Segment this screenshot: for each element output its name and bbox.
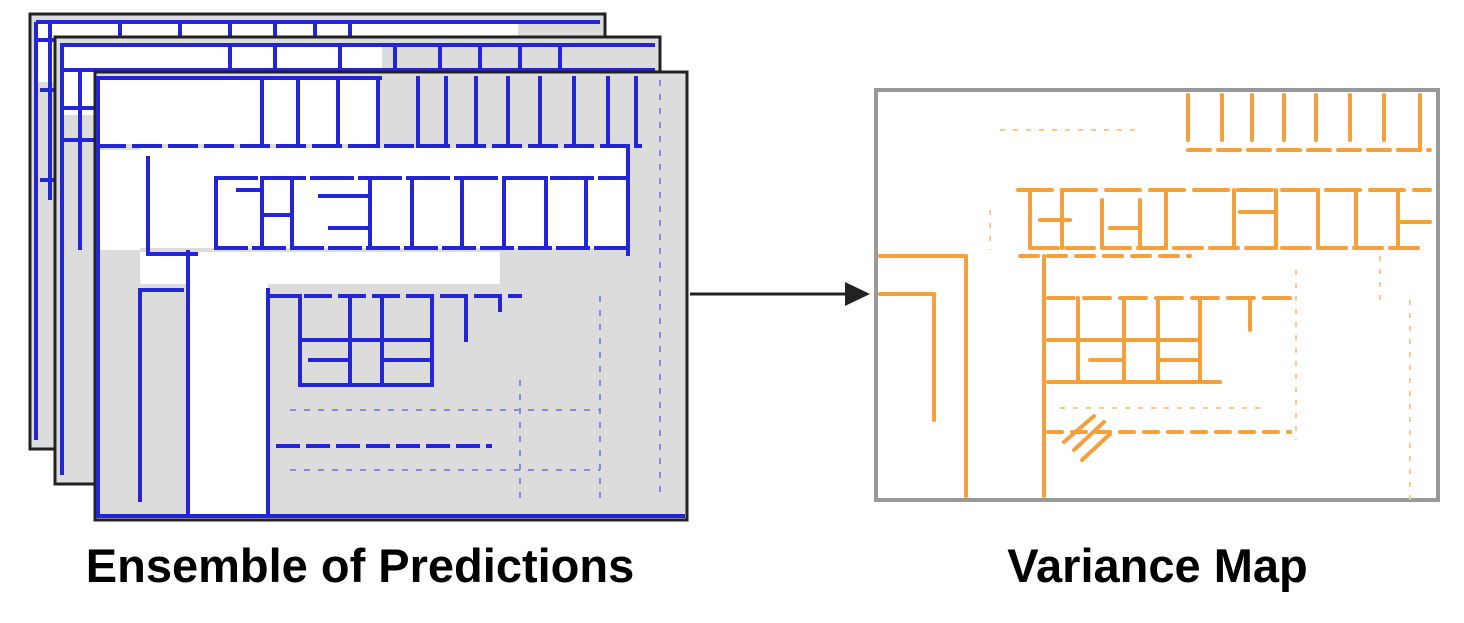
prediction-frame-front [93, 70, 689, 522]
right-arrow-icon [690, 282, 870, 306]
ensemble-caption: Ensemble of Predictions [85, 539, 635, 592]
variance-map [874, 88, 1440, 502]
variance-caption: Variance Map [1007, 539, 1308, 592]
